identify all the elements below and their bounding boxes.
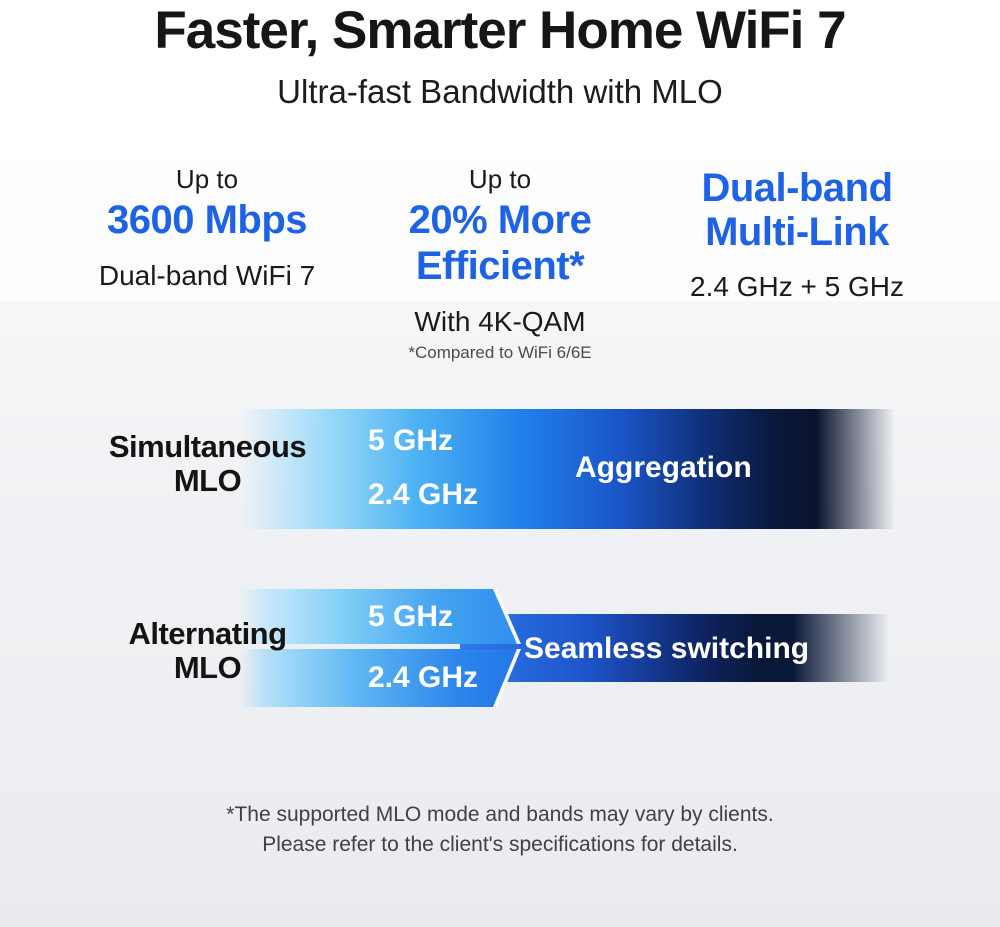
stat-column-efficiency: Up to 20% More Efficient* With 4K-QAM *C… <box>330 163 670 364</box>
footer-disclaimer: *The supported MLO mode and bands may va… <box>226 803 774 856</box>
aggregation-label: Aggregation <box>575 451 752 484</box>
alt-5ghz-bar <box>240 589 517 644</box>
alternating-mlo-label: Alternating MLO <box>128 616 287 685</box>
simultaneous-mlo-banner: 5 GHz 2.4 GHz Aggregation <box>240 409 895 529</box>
stat-caption: With 4K-QAM <box>414 306 586 337</box>
stat-caption: 2.4 GHz + 5 GHz <box>690 271 904 302</box>
stat-prefix: Up to <box>175 164 239 194</box>
alternating-mlo-banner: 5 GHz 2.4 GHz Seamless switching <box>240 589 900 710</box>
stat-value-multilink: Dual-band Multi-Link <box>701 166 893 254</box>
stat-value-speed: 3600 Mbps <box>106 198 308 242</box>
stat-column-speed: Up to 3600 Mbps Dual-band WiFi 7 <box>37 163 377 293</box>
band-5ghz-label: 5 GHz <box>368 600 454 633</box>
band-5ghz-label: 5 GHz <box>368 424 454 457</box>
band-24ghz-label: 2.4 GHz <box>368 478 479 511</box>
alt-24ghz-bar <box>240 649 517 707</box>
stat-column-multilink: Dual-band Multi-Link 2.4 GHz + 5 GHz <box>627 160 967 304</box>
stat-value-efficiency: 20% More Efficient* <box>408 198 592 288</box>
page-subtitle: Ultra-fast Bandwidth with MLO <box>277 73 723 110</box>
stat-caption: Dual-band WiFi 7 <box>98 260 316 291</box>
band-24ghz-label: 2.4 GHz <box>368 661 479 694</box>
stat-footnote: *Compared to WiFi 6/6E <box>408 343 592 362</box>
stat-prefix: Up to <box>468 164 532 194</box>
page-title: Faster, Smarter Home WiFi 7 <box>154 1 846 60</box>
simultaneous-mlo-label: Simultaneous MLO <box>108 429 307 498</box>
seamless-switching-band <box>460 614 898 682</box>
seamless-switching-label: Seamless switching <box>524 632 810 665</box>
